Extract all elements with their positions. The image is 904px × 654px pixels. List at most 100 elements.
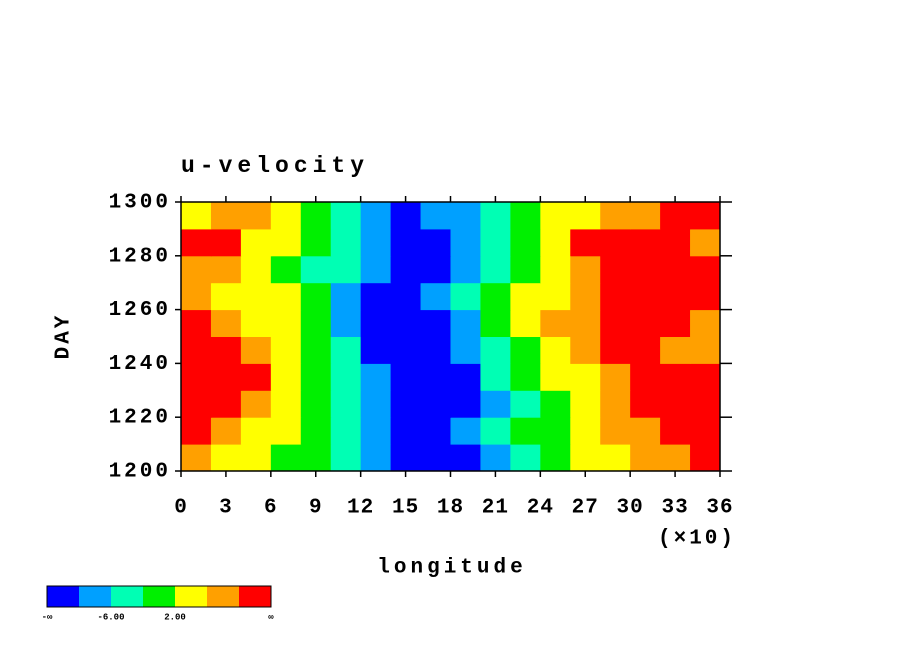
cell	[690, 282, 721, 311]
cell	[570, 309, 601, 337]
cell	[570, 417, 601, 445]
y-tick-label: 1300	[109, 192, 171, 215]
cell	[360, 255, 392, 284]
cell	[690, 444, 721, 472]
cell	[570, 363, 601, 391]
cell	[660, 228, 691, 257]
cell	[570, 228, 601, 257]
cell	[690, 309, 721, 337]
colorbar-label: -∞	[42, 612, 53, 622]
cell	[270, 363, 302, 391]
cell	[360, 390, 392, 418]
cell	[420, 282, 451, 311]
x-tick-label: 3	[219, 497, 233, 520]
cell	[540, 444, 571, 472]
cell	[660, 444, 691, 472]
cell	[390, 228, 422, 257]
cell	[480, 309, 511, 337]
cell	[360, 228, 392, 257]
cell	[570, 202, 601, 230]
cell	[420, 417, 451, 445]
cell	[300, 336, 332, 364]
cell	[510, 228, 541, 257]
cell	[210, 336, 242, 364]
cell	[690, 417, 721, 445]
cell	[480, 255, 511, 284]
cell	[270, 390, 302, 418]
cell	[420, 255, 451, 284]
cell	[420, 390, 451, 418]
cell	[660, 202, 691, 230]
cell	[330, 363, 362, 391]
cell	[330, 390, 362, 418]
cell	[181, 390, 212, 418]
cell	[570, 282, 601, 311]
cell	[240, 363, 272, 391]
x-tick-label: 15	[392, 497, 419, 520]
cell	[450, 444, 481, 472]
y-tick-label: 1220	[109, 407, 171, 430]
x-tick-label: 9	[309, 497, 323, 520]
cell	[270, 282, 302, 311]
cell	[540, 363, 571, 391]
cell	[360, 444, 392, 472]
cell	[240, 417, 272, 445]
cell	[330, 309, 362, 337]
cell	[330, 202, 362, 230]
cell	[600, 202, 631, 230]
cell	[240, 255, 272, 284]
cell	[450, 417, 481, 445]
cell	[360, 363, 392, 391]
colorbar-label: ∞	[268, 612, 274, 622]
cell	[630, 444, 661, 472]
y-tick-label: 1200	[109, 461, 171, 484]
cell	[480, 444, 511, 472]
colorbar-box	[239, 586, 271, 607]
cell	[600, 228, 631, 257]
cell	[390, 282, 422, 311]
cell	[600, 363, 631, 391]
cell	[660, 336, 691, 364]
cell	[300, 228, 332, 257]
cell	[570, 255, 601, 284]
x-tick-label: 12	[347, 497, 374, 520]
y-tick-label: 1280	[109, 245, 171, 268]
colorbar-label: -6.00	[97, 612, 124, 622]
cell	[690, 336, 721, 364]
y-tick-label: 1260	[109, 299, 171, 322]
colorbar-box	[207, 586, 239, 607]
cell	[510, 336, 541, 364]
cell	[300, 255, 332, 284]
cell	[510, 390, 541, 418]
cell	[181, 417, 212, 445]
cell	[510, 417, 541, 445]
cell	[270, 336, 302, 364]
x-tick-label: 24	[527, 497, 554, 520]
cell	[540, 228, 571, 257]
cell	[210, 363, 242, 391]
y-axis-label: DAY	[53, 313, 76, 360]
cell	[240, 390, 272, 418]
cell	[181, 228, 212, 257]
cell	[480, 390, 511, 418]
cell	[181, 255, 212, 284]
colorbar-box	[111, 586, 143, 607]
y-tick-label: 1240	[109, 353, 171, 376]
cell	[540, 282, 571, 311]
cell	[540, 390, 571, 418]
colorbar-box	[79, 586, 111, 607]
cell	[660, 282, 691, 311]
x-tick-label: 6	[264, 497, 278, 520]
x-tick-label: 33	[661, 497, 688, 520]
cell	[390, 390, 422, 418]
cell	[450, 390, 481, 418]
cell	[510, 444, 541, 472]
cell	[300, 390, 332, 418]
cell	[390, 444, 422, 472]
cell	[600, 309, 631, 337]
cell	[270, 444, 302, 472]
cell	[510, 363, 541, 391]
cell	[210, 255, 242, 284]
cell	[480, 202, 511, 230]
